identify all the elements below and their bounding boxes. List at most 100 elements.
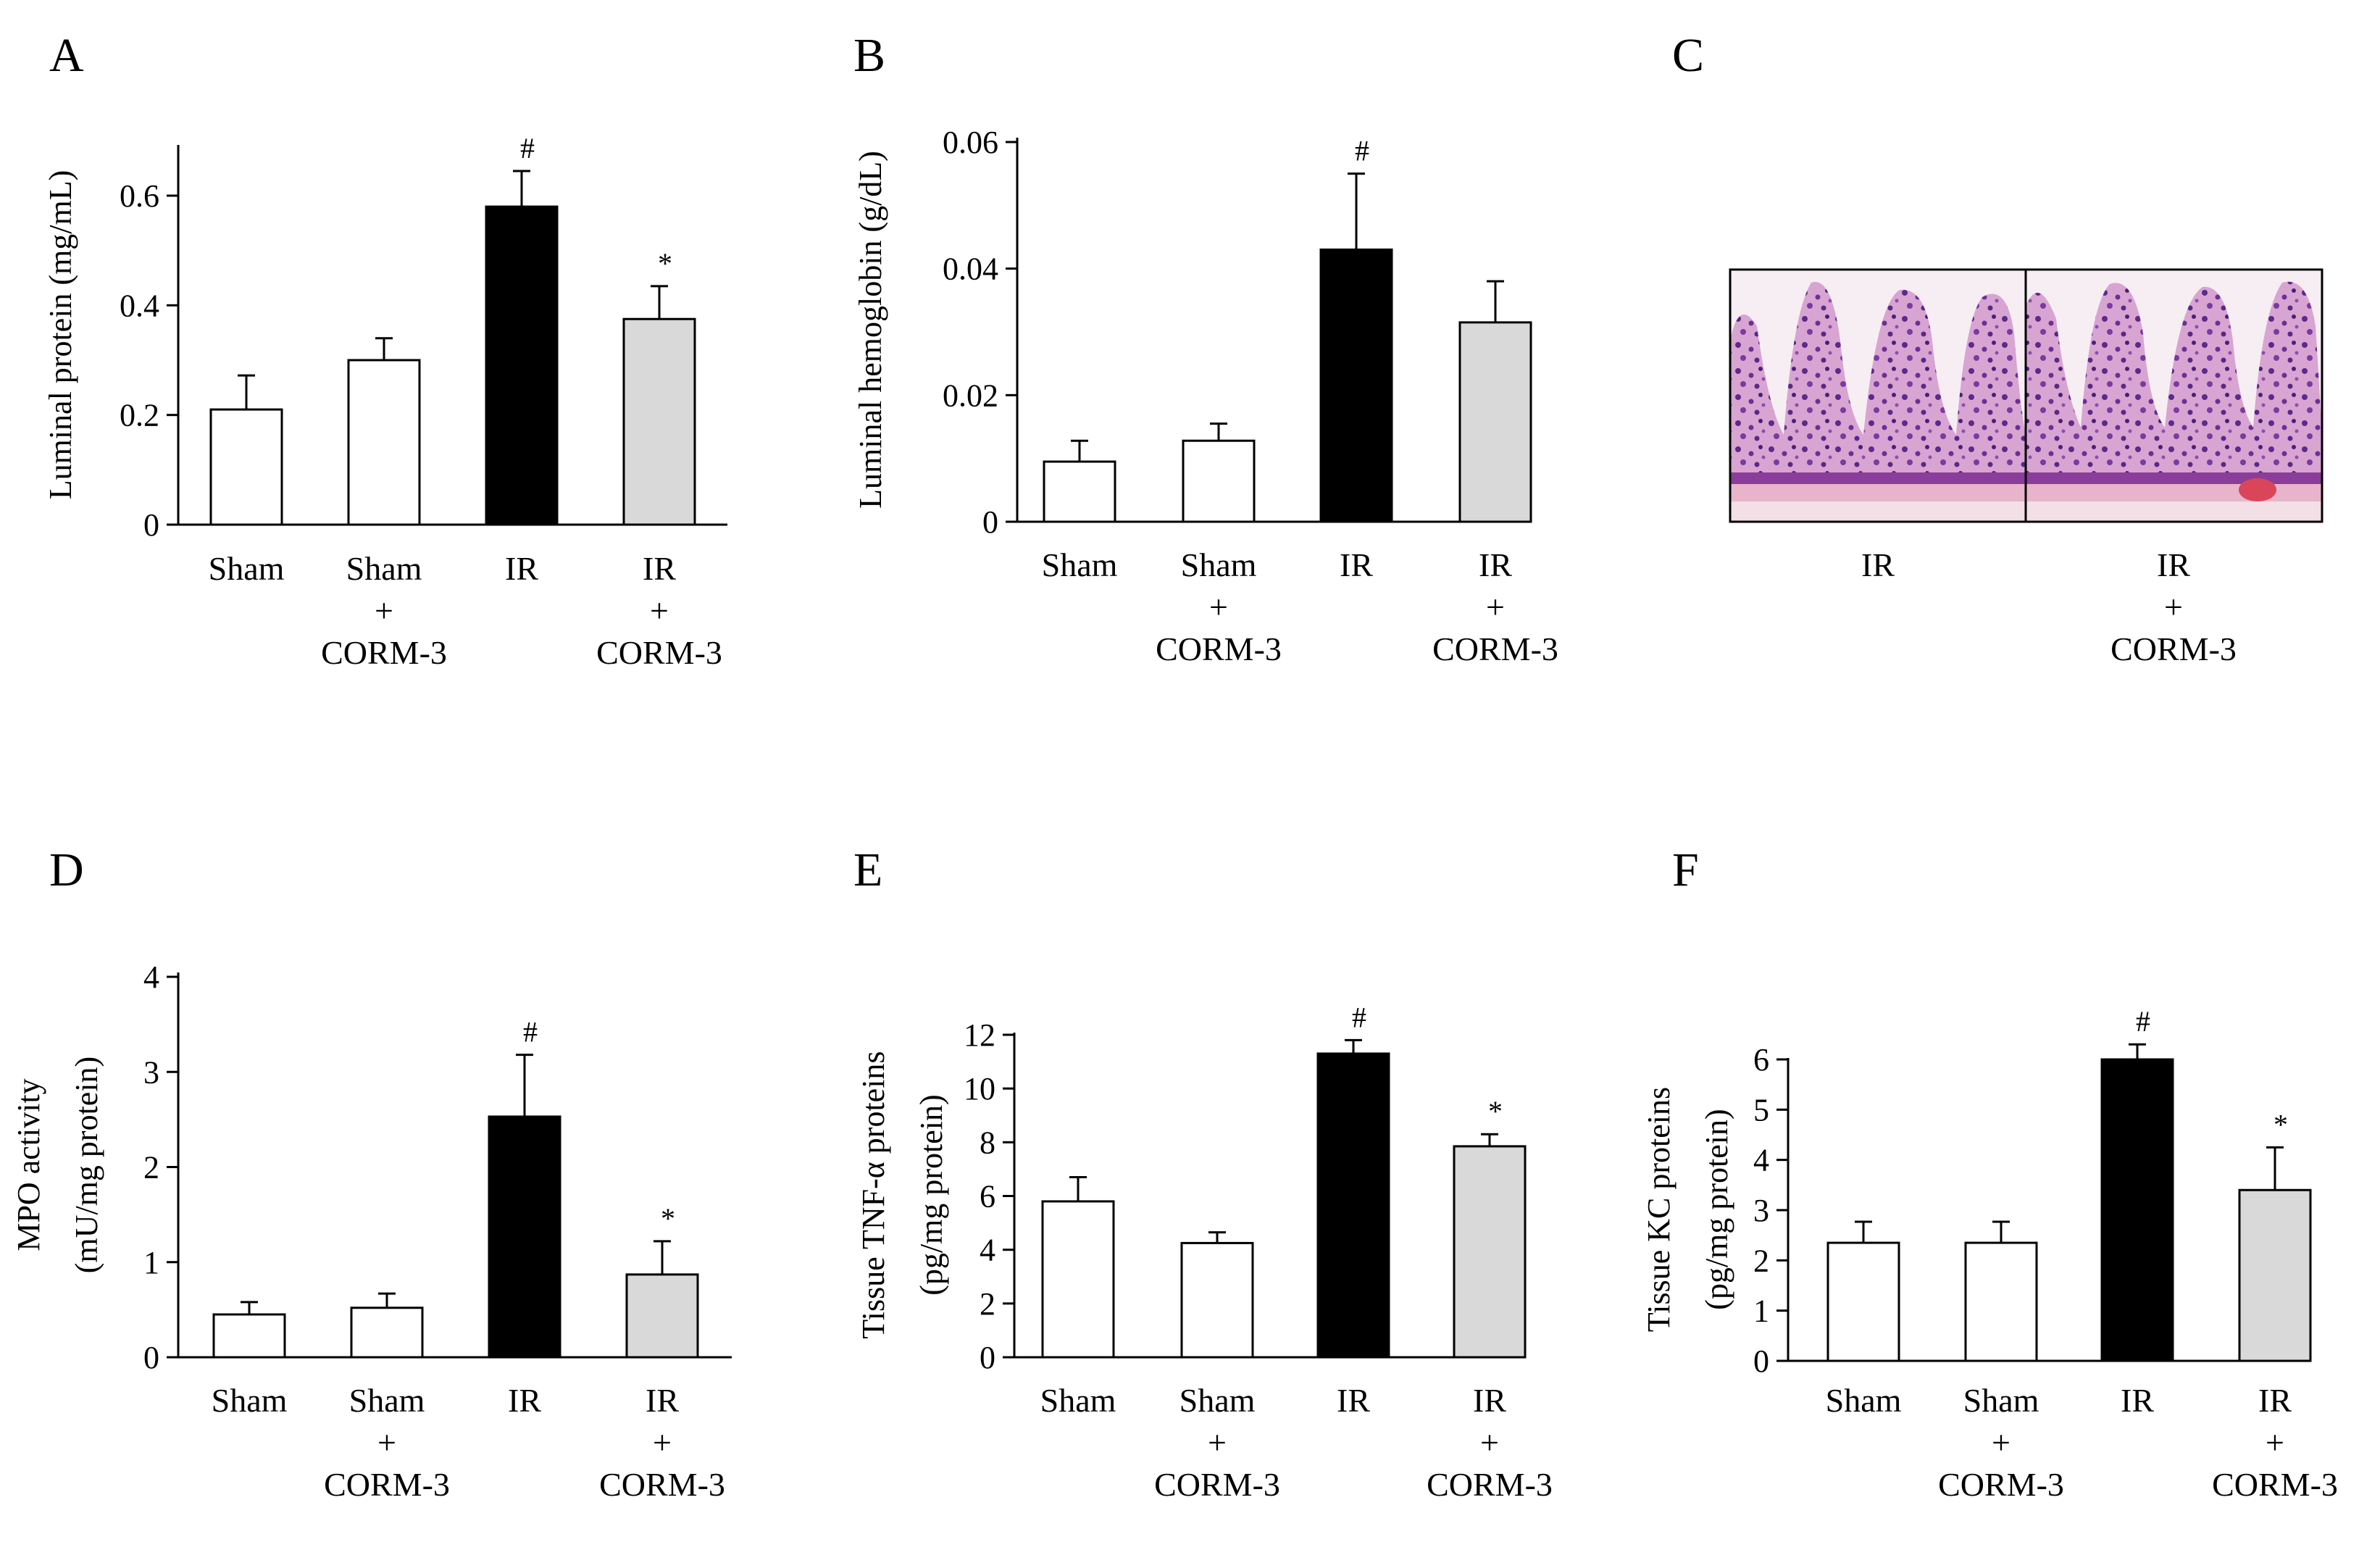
category-label: + <box>377 1424 396 1461</box>
category-label: CORM-3 <box>321 634 447 671</box>
y-tick-label: 5 <box>1753 1092 1769 1128</box>
category-label: CORM-3 <box>1427 1466 1553 1503</box>
significance-marker: # <box>523 1016 538 1049</box>
chart-tnf-alpha: 0 2 4 6 8 10 12 Tissue TNF-α proteins (pg/mg pro… <box>856 1001 1553 1503</box>
panel-label-a: A <box>49 29 84 82</box>
y-tick-label: 0 <box>980 1340 995 1375</box>
y-tick-label: 2 <box>980 1286 995 1322</box>
caption-line: IR <box>1861 546 1895 583</box>
category-label: IR <box>505 550 538 587</box>
chart-mpo-activity: 0 1 2 3 4 MPO activity (mU/mg protein) Sham Sham… <box>11 959 732 1503</box>
significance-marker: * <box>658 247 672 280</box>
category-label: CORM-3 <box>2212 1466 2338 1503</box>
bar <box>1041 1200 1115 1359</box>
y-tick-label: 3 <box>1753 1193 1769 1228</box>
bar <box>1180 1241 1254 1359</box>
category-label: + <box>1208 1424 1227 1461</box>
y-tick-label: 6 <box>980 1179 995 1214</box>
histology-panel: C IR IR + CORM-3 <box>1672 29 2323 667</box>
panel-label-b: B <box>853 29 885 82</box>
y-tick-label: 10 <box>964 1071 995 1107</box>
bar <box>212 1313 286 1359</box>
bar <box>1316 1052 1390 1359</box>
caption-line: IR <box>2157 546 2190 583</box>
y-axis-label: (pg/mg protein) <box>914 1094 949 1295</box>
category-label: + <box>375 592 393 629</box>
category-label: IR <box>643 550 676 587</box>
category-label: Sham <box>1042 546 1118 583</box>
category-label: IR <box>1340 546 1373 583</box>
bar <box>2238 1188 2312 1362</box>
y-tick-label: 8 <box>980 1125 995 1160</box>
category-label: IR <box>2121 1382 2154 1419</box>
y-tick-label: 4 <box>980 1233 995 1268</box>
category-label: CORM-3 <box>599 1466 725 1503</box>
category-label: + <box>1480 1424 1499 1461</box>
category-label: CORM-3 <box>1432 630 1558 667</box>
panel-label-e: E <box>853 843 882 896</box>
y-axis-label: (mU/mg protein) <box>69 1057 104 1273</box>
histology-image-ir-corm3 <box>2026 270 2322 522</box>
significance-marker: * <box>661 1202 675 1235</box>
panel-label-d: D <box>49 843 84 896</box>
category-label: Sham <box>1826 1382 1902 1419</box>
y-tick-label: 0.4 <box>120 288 159 323</box>
category-label: CORM-3 <box>1938 1466 2064 1503</box>
y-tick-label: 0 <box>982 504 998 540</box>
category-label: + <box>653 1424 672 1461</box>
bar <box>1964 1241 2038 1362</box>
caption-line: CORM-3 <box>2110 630 2237 667</box>
panel-letter-text: A <box>49 29 84 82</box>
histology-caption-ir: IR <box>1861 546 1895 583</box>
category-label: CORM-3 <box>596 634 722 671</box>
panel-letter-text: E <box>853 843 882 896</box>
y-tick-label: 0 <box>1753 1343 1769 1379</box>
category-label: + <box>1486 588 1505 625</box>
y-tick-label: 0 <box>143 1340 159 1375</box>
y-tick-label: 3 <box>143 1054 159 1090</box>
histology-caption-ir-corm3: IR + CORM-3 <box>2110 546 2237 667</box>
caption-line: + <box>2164 588 2183 625</box>
category-label: IR <box>2258 1382 2292 1419</box>
y-tick-label: 12 <box>964 1017 995 1053</box>
bar <box>1182 439 1256 523</box>
panel-letter-text: D <box>49 843 84 896</box>
category-label: + <box>650 592 669 629</box>
y-tick-label: 0.04 <box>943 251 998 287</box>
chart-kc-proteins: 0 1 2 3 4 5 6 Tissue KC proteins (pg/mg protein)… <box>1641 1005 2338 1503</box>
category-label: IR <box>508 1382 541 1419</box>
category-label: Sham <box>209 550 285 587</box>
bar <box>622 317 696 526</box>
y-tick-label: 0.6 <box>120 178 159 214</box>
category-label: IR <box>646 1382 679 1419</box>
y-tick-label: 0.06 <box>943 125 998 160</box>
bar <box>350 1307 424 1359</box>
y-tick-label: 4 <box>1753 1143 1769 1178</box>
category-label: Sham <box>346 550 422 587</box>
bar <box>1826 1241 1900 1362</box>
y-tick-label: 2 <box>143 1150 159 1186</box>
bar <box>488 1115 561 1359</box>
bar <box>485 205 559 526</box>
bar <box>347 359 421 526</box>
significance-marker: # <box>1355 135 1369 167</box>
y-tick-label: 0 <box>143 507 159 543</box>
histology-image-ir <box>1730 270 2026 522</box>
category-label: Sham <box>1963 1382 2039 1419</box>
panel-letter-text: B <box>853 29 885 82</box>
significance-marker: # <box>2136 1005 2150 1038</box>
bar <box>625 1273 699 1359</box>
y-axis-label: (pg/mg protein) <box>1699 1109 1734 1309</box>
bar <box>1319 248 1393 523</box>
bar <box>209 408 283 526</box>
panel-label-f: F <box>1672 843 1699 896</box>
category-label: IR <box>1473 1382 1506 1419</box>
significance-marker: * <box>1488 1095 1503 1128</box>
category-label: Sham <box>349 1382 425 1419</box>
category-label: + <box>1209 588 1228 625</box>
y-tick-label: 6 <box>1753 1042 1769 1078</box>
panel-letter-text: F <box>1672 843 1699 896</box>
significance-marker: # <box>1352 1001 1366 1033</box>
y-axis-label: Luminal hemoglobin (g/dL) <box>853 151 888 509</box>
category-label: Sham <box>1040 1382 1116 1419</box>
